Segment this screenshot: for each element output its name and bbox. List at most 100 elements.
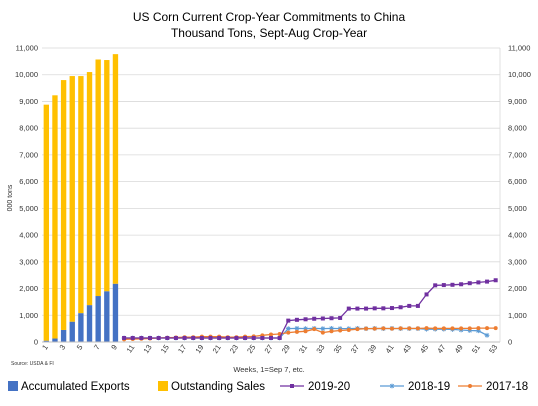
point-2019-20 — [320, 316, 325, 321]
x-tick-label: 49 — [453, 343, 465, 355]
bar-outstanding-sales — [60, 80, 67, 330]
point-2019-20 — [199, 335, 204, 340]
x-tick-label: 41 — [383, 343, 395, 355]
y-tick-label-left: 6,000 — [19, 177, 38, 186]
bar-outstanding-sales — [69, 76, 75, 322]
x-tick-label: 45 — [418, 343, 430, 355]
point-2019-20 — [398, 305, 403, 310]
point-2019-20 — [156, 335, 161, 340]
point-2019-20 — [251, 335, 256, 340]
bar-outstanding-sales — [52, 95, 58, 339]
point-2019-20 — [217, 335, 222, 340]
legend: Accumulated Exports Outstanding Sales 2019… — [8, 381, 528, 393]
point-2019-20 — [139, 335, 144, 340]
bar-accumulated-exports — [95, 296, 101, 342]
point-2017-18 — [286, 330, 291, 335]
legend-item: 2017-18 — [458, 381, 528, 393]
legend-label: 2018-19 — [408, 381, 450, 393]
gridlines — [42, 47, 500, 343]
point-2017-18 — [329, 329, 334, 334]
point-2017-18 — [303, 329, 308, 334]
point-2019-20 — [312, 316, 317, 321]
point-2017-18 — [459, 326, 464, 331]
point-2019-20 — [424, 292, 429, 297]
bar-outstanding-sales — [95, 59, 101, 297]
legend-swatch — [158, 381, 168, 391]
point-2019-20 — [148, 335, 153, 340]
point-2017-18 — [424, 326, 429, 331]
legend-swatch — [8, 381, 18, 391]
point-2019-20 — [407, 303, 412, 308]
legend-item: 2018-19 — [380, 381, 450, 393]
point-2019-20 — [459, 282, 464, 287]
x-tick-label: 25 — [245, 343, 257, 355]
y-tick-label-right: 5,000 — [508, 204, 527, 213]
x-tick-label: 15 — [159, 343, 171, 355]
y-tick-label-right: 7,000 — [508, 150, 527, 159]
y-tick-label-left: 0 — [34, 338, 38, 347]
point-2019-20 — [225, 335, 230, 340]
x-tick-label: 39 — [366, 343, 378, 355]
point-2019-20 — [433, 283, 438, 288]
x-tick-label: 47 — [435, 343, 447, 355]
point-2019-20 — [441, 283, 446, 288]
point-2019-20 — [415, 303, 420, 308]
point-2019-20 — [173, 335, 178, 340]
y-tick-label-right: 3,000 — [508, 257, 527, 266]
legend-label: 2017-18 — [486, 381, 528, 393]
bar-accumulated-exports — [69, 321, 75, 342]
y-tick-label-left: 7,000 — [19, 150, 38, 159]
axis-layer: 0 0 1,000 1,000 2,000 2,000 3,000 3,000 4,000 4,0… — [15, 44, 531, 355]
point-2017-18 — [441, 326, 446, 331]
bar-accumulated-exports — [78, 313, 84, 342]
point-2017-18 — [493, 326, 498, 331]
y-tick-label-right: 6,000 — [508, 177, 527, 186]
y-tick-label-right: 4,000 — [508, 231, 527, 240]
y-tick-label-right: 1,000 — [508, 311, 527, 320]
point-2017-18 — [269, 332, 273, 337]
point-2019-20 — [191, 335, 196, 340]
bar-outstanding-sales — [86, 72, 93, 306]
point-2019-20 — [122, 335, 127, 340]
x-tick-label: 51 — [470, 343, 482, 355]
point-2018-19 — [467, 328, 473, 333]
y-axis-label: 000 tons — [7, 184, 14, 211]
line-layer — [121, 278, 498, 342]
point-2018-19 — [329, 325, 334, 331]
y-tick-label-right: 8,000 — [508, 124, 527, 133]
point-2017-18 — [346, 327, 351, 332]
point-2017-18 — [450, 326, 455, 331]
bar-accumulated-exports — [104, 291, 110, 342]
legend-item: 2019-20 — [280, 381, 350, 393]
bar-accumulated-exports — [52, 338, 58, 342]
y-tick-label-left: 5,000 — [19, 204, 38, 213]
y-tick-label-right: 9,000 — [508, 97, 527, 106]
x-tick-label: 17 — [176, 343, 188, 355]
x-tick-label: 7 — [92, 343, 102, 352]
point-2019-20 — [182, 335, 187, 340]
point-2019-20 — [467, 281, 472, 286]
bar-outstanding-sales — [78, 76, 84, 314]
bar-accumulated-exports — [86, 305, 93, 342]
y-tick-label-left: 10,000 — [15, 70, 38, 79]
bar-accumulated-exports — [60, 329, 67, 342]
point-2019-20 — [208, 335, 213, 340]
point-2017-18 — [467, 326, 472, 331]
point-2018-19 — [294, 325, 300, 331]
x-tick-label: 35 — [332, 343, 344, 355]
point-2019-20 — [294, 317, 299, 322]
point-2019-20 — [355, 306, 360, 311]
point-2017-18 — [364, 326, 369, 331]
legend-marker — [290, 384, 294, 388]
y-tick-label-right: 0 — [508, 338, 512, 347]
point-2019-20 — [346, 306, 351, 311]
y-tick-label-left: 8,000 — [19, 124, 38, 133]
x-tick-label: 21 — [211, 343, 223, 355]
point-2019-20 — [286, 318, 291, 323]
bar-outstanding-sales — [112, 54, 119, 284]
point-2019-20 — [364, 306, 369, 311]
point-2019-20 — [389, 306, 394, 311]
point-2019-20 — [165, 335, 170, 340]
